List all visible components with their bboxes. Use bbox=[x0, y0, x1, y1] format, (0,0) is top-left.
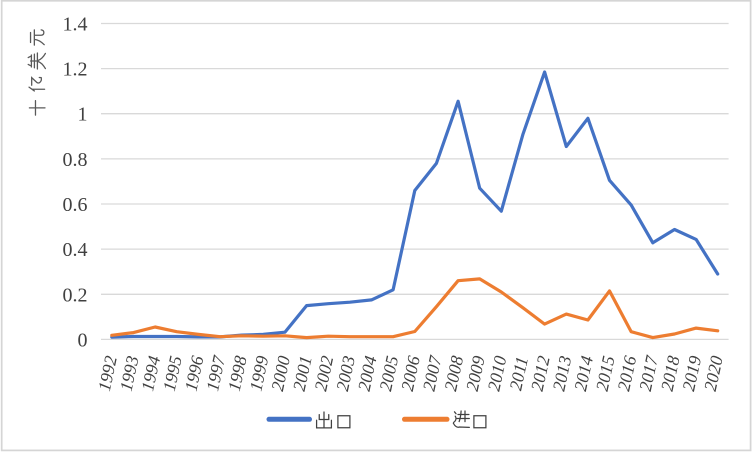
svg-text:0.2: 0.2 bbox=[63, 284, 88, 306]
svg-text:0.8: 0.8 bbox=[63, 149, 88, 171]
svg-text:0.6: 0.6 bbox=[63, 194, 88, 216]
svg-text:0.4: 0.4 bbox=[63, 239, 88, 261]
svg-text:0: 0 bbox=[78, 329, 88, 351]
svg-text:1.2: 1.2 bbox=[63, 59, 88, 81]
svg-text:1: 1 bbox=[78, 104, 88, 126]
svg-text:1.4: 1.4 bbox=[63, 14, 88, 36]
